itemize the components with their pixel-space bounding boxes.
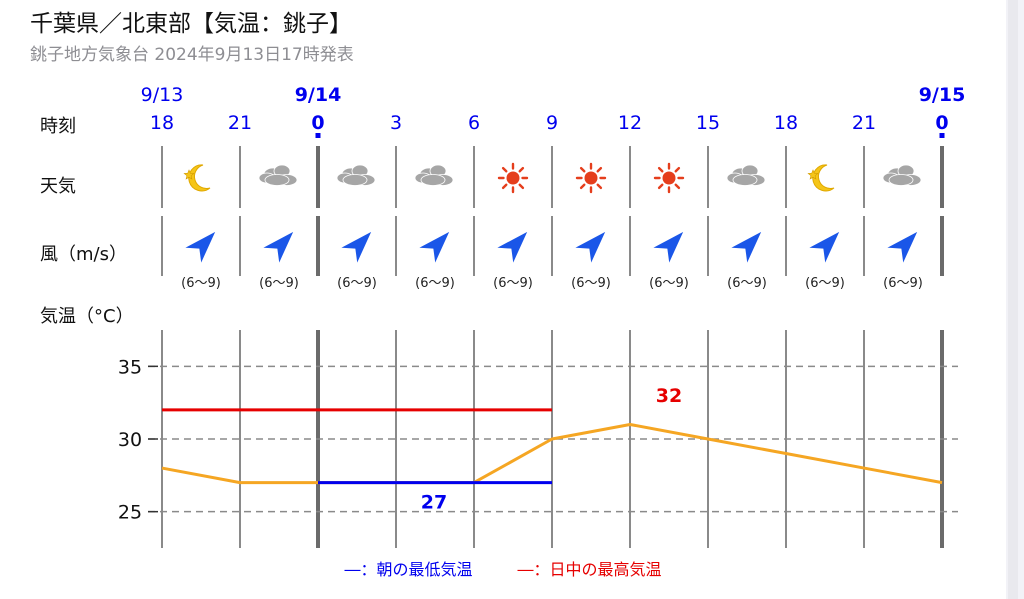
sun-icon [497, 162, 529, 194]
hour-label: 9 [546, 112, 558, 134]
time-row-label: 時刻 [40, 116, 76, 137]
hour-label: 3 [390, 112, 402, 134]
moon-clear-icon [807, 164, 835, 192]
scrollbar[interactable] [1008, 0, 1018, 599]
date-label: 9/14 [295, 84, 342, 106]
hour-label: 21 [852, 112, 876, 134]
wind-speed-label: (6〜9) [805, 276, 845, 291]
wind-row-label: 風（m/s） [40, 244, 127, 265]
cloud-icon [336, 164, 376, 186]
wind-speed-label: (6〜9) [883, 276, 923, 291]
hour-label: 12 [618, 112, 642, 134]
cloud-icon [726, 164, 766, 186]
min-temp-label: 27 [421, 492, 447, 514]
wind-speed-label: (6〜9) [571, 276, 611, 291]
day-boundary-tick [315, 133, 321, 138]
wind-arrow-northeast-icon [728, 230, 763, 266]
temperature-row-label: 気温（°C） [40, 306, 134, 327]
sun-icon [653, 162, 685, 194]
hour-label: 0 [311, 112, 324, 134]
hour-label: 15 [696, 112, 720, 134]
hour-label: 6 [468, 112, 480, 134]
date-label: 9/13 [141, 84, 184, 106]
y-tick-label: 25 [118, 502, 142, 524]
wind-arrow-northeast-icon [338, 230, 373, 266]
max-temp-label: 32 [656, 385, 682, 407]
wind-speed-label: (6〜9) [649, 276, 689, 291]
cloud-icon [258, 164, 298, 186]
wind-arrow-northeast-icon [650, 230, 685, 266]
hour-label: 18 [150, 112, 174, 134]
legend-max-temp: ―：日中の最高気温 [517, 560, 662, 579]
wind-speed-label: (6〜9) [727, 276, 767, 291]
wind-arrow-northeast-icon [182, 230, 217, 266]
wind-speed-label: (6〜9) [493, 276, 533, 291]
cloud-icon [882, 164, 922, 186]
wind-arrow-northeast-icon [416, 230, 451, 266]
date-label: 9/15 [919, 84, 966, 106]
hour-label: 18 [774, 112, 798, 134]
wind-arrow-northeast-icon [260, 230, 295, 266]
y-tick-label: 35 [118, 356, 142, 378]
wind-arrow-northeast-icon [806, 230, 841, 266]
legend-min-temp: ―：朝の最低気温 [344, 560, 473, 579]
page-title: 千葉県／北東部【気温：銚子】 [30, 11, 352, 37]
hour-label: 0 [935, 112, 948, 134]
chart-legend: ―：朝の最低気温 ―：日中の最高気温 [0, 556, 1006, 580]
wind-speed-label: (6〜9) [415, 276, 455, 291]
wind-arrow-northeast-icon [572, 230, 607, 266]
wind-speed-label: (6〜9) [337, 276, 377, 291]
wind-arrow-northeast-icon [494, 230, 529, 266]
wind-speed-label: (6〜9) [259, 276, 299, 291]
day-boundary-tick [939, 133, 945, 138]
wind-speed-label: (6〜9) [181, 276, 221, 291]
weather-row-label: 天気 [40, 176, 76, 197]
y-tick-label: 30 [118, 429, 142, 451]
moon-clear-icon [183, 164, 211, 192]
sun-icon [575, 162, 607, 194]
hour-label: 21 [228, 112, 252, 134]
cloud-icon [414, 164, 454, 186]
issued-subtitle: 銚子地方気象台 2024年9月13日17時発表 [30, 45, 354, 65]
wind-arrow-northeast-icon [884, 230, 919, 266]
